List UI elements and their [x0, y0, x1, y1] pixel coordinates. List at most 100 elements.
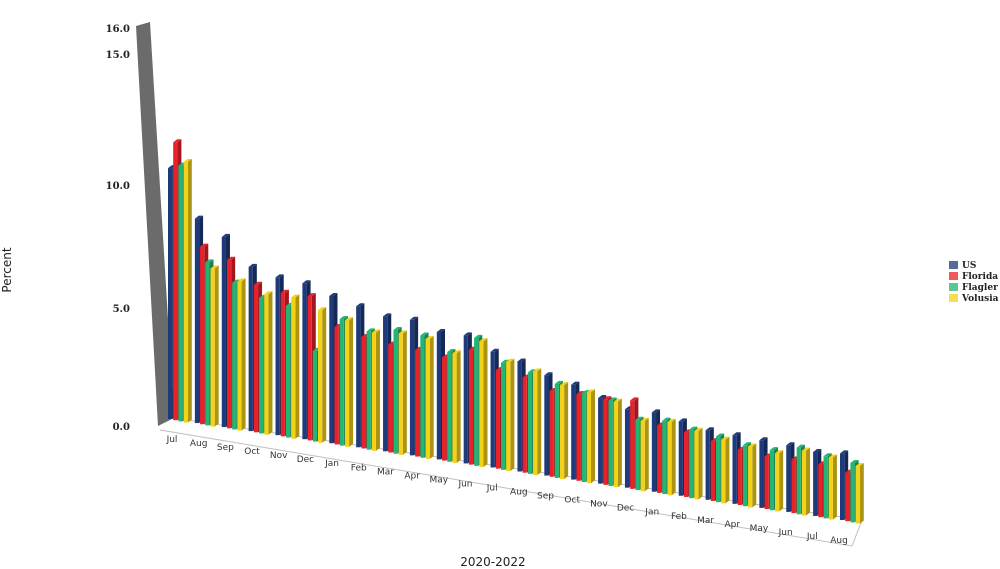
bar-side	[564, 382, 569, 480]
bar-top	[586, 389, 595, 393]
bar-front	[506, 361, 511, 472]
bar-front	[221, 236, 226, 428]
bar-front	[608, 400, 613, 487]
bar-top	[689, 426, 698, 430]
bar-front	[307, 296, 312, 441]
bar-top	[786, 442, 795, 446]
legend-label[interactable]: US	[962, 261, 976, 271]
bar	[479, 338, 488, 468]
bar	[721, 436, 730, 504]
bar-side	[510, 358, 515, 472]
bar-top	[264, 291, 273, 295]
bar-front	[554, 383, 559, 478]
bar-top	[640, 417, 649, 421]
bar-top	[398, 330, 407, 334]
bar-front	[393, 330, 398, 454]
x-tick-label: Jul	[486, 483, 498, 493]
bar-front	[586, 392, 591, 484]
bar-side	[429, 335, 434, 459]
x-tick-label: Sep	[217, 443, 234, 453]
bar	[398, 330, 407, 455]
bar-top	[436, 329, 445, 333]
x-tick-labels: Jul Aug Sep Oct Nov Dec Jan Feb Mar Apr May Jun Jul A…	[166, 435, 848, 546]
bar-top	[393, 327, 402, 331]
bar-front	[302, 283, 307, 440]
bar-front	[442, 357, 447, 461]
bar-front	[527, 372, 533, 474]
x-tick-label: Aug	[830, 536, 848, 546]
bar-front	[291, 297, 296, 439]
x-tick-label: Aug	[190, 439, 208, 449]
bar-front	[280, 292, 285, 437]
bar-front	[689, 429, 694, 499]
bar-front	[232, 282, 237, 430]
bar-front	[436, 332, 441, 460]
bar-front	[425, 338, 430, 459]
bar-front	[415, 349, 420, 457]
bar-front	[398, 333, 403, 455]
bar-side	[591, 389, 595, 484]
bar-front	[248, 266, 253, 432]
bar-top	[371, 329, 380, 333]
bar-top	[721, 436, 730, 440]
bar-front	[200, 246, 205, 425]
bar-front	[769, 450, 774, 511]
x-tick-label: May	[750, 524, 769, 534]
bar	[237, 278, 246, 431]
bar-top	[742, 442, 752, 446]
bar-front	[640, 420, 645, 492]
bar-top	[366, 328, 375, 332]
bar-top	[173, 139, 182, 143]
bar-front	[383, 316, 388, 452]
bar-side	[214, 265, 219, 427]
bar-side	[241, 278, 246, 431]
x-tick-label: Apr	[404, 471, 420, 481]
x-tick-label: Feb	[351, 463, 367, 473]
legend-label[interactable]: Florida	[962, 272, 998, 282]
bar-front	[801, 450, 807, 516]
legend-swatch[interactable]	[949, 272, 958, 280]
legend-swatch[interactable]	[949, 261, 958, 269]
bar-front	[356, 306, 361, 448]
bar-front	[823, 456, 828, 519]
legend-swatch[interactable]	[949, 294, 958, 302]
legend-label[interactable]: Flagler	[962, 283, 998, 293]
bar-front	[183, 161, 188, 423]
bar-side	[375, 329, 380, 451]
bar	[533, 368, 542, 476]
bar-front	[371, 332, 376, 451]
bar-front	[339, 319, 344, 446]
bar-front	[463, 335, 468, 464]
legend-label[interactable]: Volusia	[961, 294, 999, 304]
bar-top	[253, 281, 263, 285]
bar-top	[275, 274, 284, 278]
bar-side	[268, 291, 273, 435]
bar-top	[344, 317, 354, 321]
bar-front	[334, 327, 339, 445]
bar-top	[705, 427, 714, 431]
bar	[586, 389, 595, 484]
bar-front	[452, 353, 457, 463]
bar-top	[748, 443, 757, 447]
bar-front	[850, 463, 855, 523]
bar-side	[617, 398, 622, 488]
bars-group	[168, 139, 864, 524]
bar-top	[474, 334, 483, 338]
bar-top	[732, 432, 741, 436]
bar-top	[774, 450, 784, 454]
bar-front	[495, 370, 500, 469]
legend-swatch[interactable]	[949, 283, 958, 291]
bar-front	[678, 421, 683, 496]
x-tick-label: May	[429, 475, 448, 485]
bar-top	[517, 358, 526, 362]
bar-side	[644, 417, 649, 492]
bar-front	[329, 295, 334, 444]
bar	[774, 450, 784, 512]
bar-front	[813, 452, 818, 516]
bar-front	[791, 459, 796, 514]
bar-front	[651, 412, 657, 492]
bar-side	[752, 443, 757, 508]
bar-front	[855, 466, 860, 524]
bar-top	[527, 369, 537, 373]
bar-top	[571, 381, 580, 385]
